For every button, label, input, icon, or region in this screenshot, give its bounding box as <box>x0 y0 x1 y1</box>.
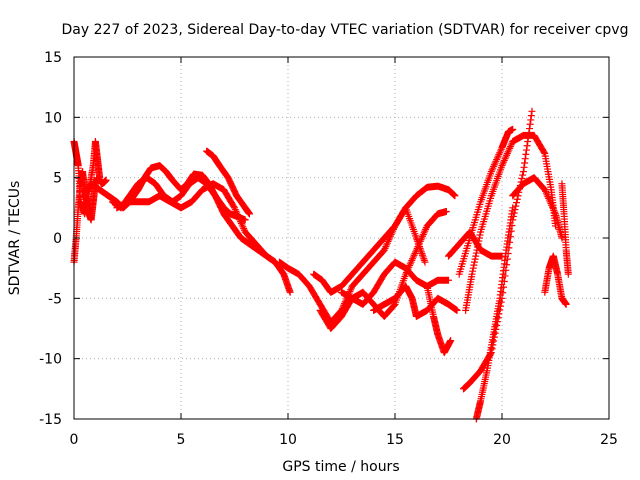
series-arc-20 <box>558 180 572 278</box>
x-tick-label: 0 <box>70 432 79 448</box>
x-axis-label: GPS time / hours <box>282 459 399 475</box>
series-arc-6 <box>203 147 253 218</box>
x-tick-label: 15 <box>386 432 404 448</box>
series-points-arc-8 <box>310 182 459 296</box>
y-tick-label: 0 <box>53 231 62 247</box>
x-tick-label: 25 <box>600 432 618 448</box>
series-points-arc-14 <box>462 131 559 314</box>
y-tick-label: -15 <box>39 412 62 428</box>
series-arc-8 <box>310 182 459 296</box>
data-points <box>70 107 572 423</box>
series-arc-12 <box>423 282 455 357</box>
series-points-arc-10 <box>370 282 461 320</box>
series-arc-5 <box>113 180 279 266</box>
chart-title: Day 227 of 2023, Sidereal Day-to-day VTE… <box>62 22 629 38</box>
grid <box>74 57 609 419</box>
y-tick-label: 15 <box>44 50 62 66</box>
series-points-arc-18 <box>509 174 566 242</box>
y-tick-label: -5 <box>48 291 62 307</box>
axis-ticks: 0 5 10 15 20 25 15 10 5 0 -5 -10 -15 <box>39 50 618 448</box>
x-tick-label: 20 <box>493 432 511 448</box>
x-tick-label: 5 <box>177 432 186 448</box>
y-tick-label: 10 <box>44 110 62 126</box>
series-arc-13 <box>455 125 517 278</box>
y-tick-label: -10 <box>39 352 62 368</box>
y-tick-label: 5 <box>53 171 62 187</box>
series-points-arc-19 <box>541 252 570 308</box>
series-points-arc-11 <box>338 258 452 308</box>
series-arc-18 <box>509 174 566 242</box>
series-arc-10 <box>370 282 461 320</box>
series-arc-14 <box>462 131 559 314</box>
y-axis-label: SDTVAR / TECUs <box>7 181 23 296</box>
series-points-arc-5 <box>113 180 279 266</box>
x-tick-label: 10 <box>279 432 297 448</box>
series-arc-19 <box>541 252 570 308</box>
series-points-arc-13 <box>455 125 517 278</box>
series-points-arc-12 <box>423 282 455 357</box>
series-points-arc-17 <box>445 228 506 260</box>
series-points-arc-20 <box>558 180 572 278</box>
series-arc-17 <box>445 228 506 260</box>
series-arc-11 <box>338 258 452 308</box>
series-points-arc-6 <box>203 147 253 218</box>
